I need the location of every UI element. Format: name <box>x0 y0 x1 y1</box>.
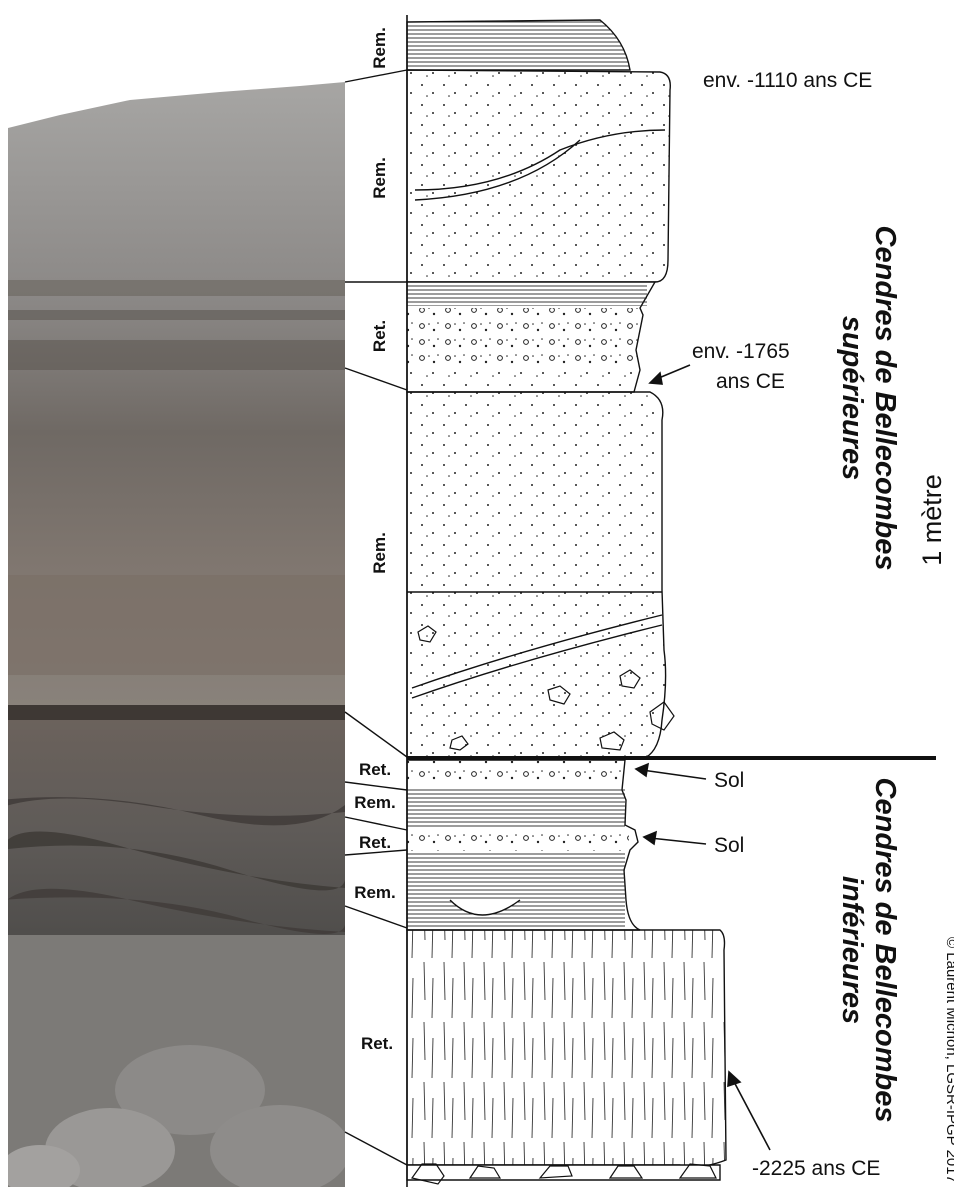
connector-lines <box>344 69 408 1166</box>
arrow-sol-1 <box>634 762 707 780</box>
age-label-1110: env. -1110 ans CE <box>703 69 872 92</box>
unit-label-rem-2: Rem. <box>370 157 389 199</box>
scale-label: 1 mètre <box>917 474 947 566</box>
lower-title-line2: inférieures <box>836 876 868 1024</box>
unit-label-ret-4: Ret. <box>361 1034 393 1053</box>
arrow-2225 <box>727 1070 771 1151</box>
stratigraphic-column <box>406 15 936 1187</box>
upper-title-line1: Cendres de Bellecombes <box>869 226 901 571</box>
unit-label-rem-1: Rem. <box>370 27 389 69</box>
unit-label-ret-3: Ret. <box>359 833 391 852</box>
credit-text: © Laurent Michon, LGSR-IPGP 2017 <box>943 937 954 1183</box>
arrow-1765 <box>648 364 691 385</box>
arrow-sol-2 <box>642 830 707 846</box>
sol-label-1: Sol <box>714 769 744 792</box>
age-label-1765-line1: env. -1765 <box>692 340 790 363</box>
unit-label-ret-1: Ret. <box>370 320 389 352</box>
age-label-1765-line2: ans CE <box>716 370 785 393</box>
outcrop-photo <box>8 82 345 1187</box>
unit-label-rem-4: Rem. <box>354 793 396 812</box>
unit-label-rem-5: Rem. <box>354 883 396 902</box>
unit-labels: Rem. Rem. Ret. Rem. Ret. Rem. Ret. Rem. … <box>354 27 396 1053</box>
upper-title-line2: supérieures <box>836 316 868 480</box>
formation-titles: Cendres de Bellecombes supérieures Cendr… <box>836 226 901 1123</box>
unit-label-rem-3: Rem. <box>370 532 389 574</box>
lower-title-line1: Cendres de Bellecombes <box>869 778 901 1123</box>
unit-label-ret-2: Ret. <box>359 760 391 779</box>
annotations: env. -1110 ans CE env. -1765 ans CE Sol … <box>634 69 880 1180</box>
sol-label-2: Sol <box>714 834 744 857</box>
age-label-2225: -2225 ans CE <box>752 1157 880 1180</box>
